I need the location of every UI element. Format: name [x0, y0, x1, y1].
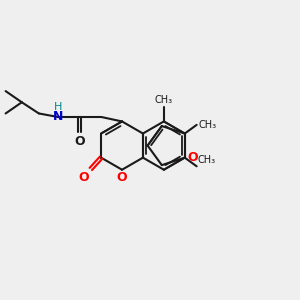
Text: O: O	[188, 151, 198, 164]
Text: O: O	[117, 171, 127, 184]
Text: H: H	[54, 102, 62, 112]
Text: CH₃: CH₃	[198, 120, 217, 130]
Text: O: O	[74, 135, 85, 148]
Text: CH₃: CH₃	[155, 95, 173, 105]
Text: CH₃: CH₃	[197, 154, 215, 164]
Text: N: N	[53, 110, 63, 123]
Text: O: O	[78, 171, 89, 184]
